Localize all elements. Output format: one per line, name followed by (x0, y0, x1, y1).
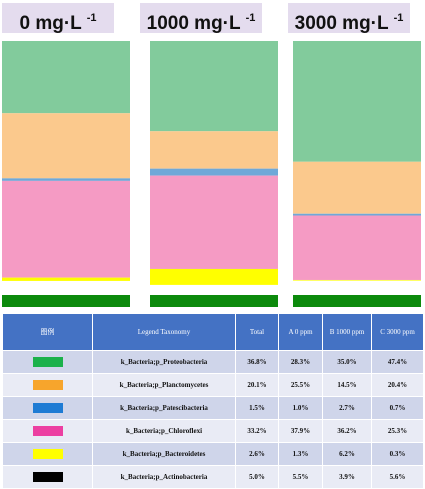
header-total: Total (235, 313, 279, 351)
swatch-cell (2, 419, 93, 443)
a-cell: 28.3% (278, 350, 323, 374)
b-cell: 14.5% (322, 373, 372, 397)
header-b: B 1000 ppm (322, 313, 372, 351)
bar-segment-gap (2, 280, 130, 295)
bar-segment-bacteroidetes (293, 279, 421, 281)
total-cell: 20.1% (235, 373, 279, 397)
bar-segment-planctomycetes (150, 131, 278, 169)
legend-swatch (32, 426, 63, 436)
total-cell: 2.6% (235, 442, 279, 466)
a-cell: 37.9% (278, 419, 323, 443)
a-cell: 1.3% (278, 442, 323, 466)
taxonomy-cell: k_Bacteria;p_Chloroflexi (92, 419, 236, 443)
bar-segment-patescibacteria (293, 213, 421, 216)
bar-segment-chloroflexi (2, 180, 130, 278)
swatch-cell (2, 442, 93, 466)
legend-header-row: 图例 Legend Taxonomy Total A 0 ppm B 1000 … (2, 313, 424, 351)
column-header-0-text: 0 mg·L (19, 13, 82, 34)
legend-swatch (32, 472, 63, 482)
a-cell: 5.5% (278, 465, 323, 489)
bar-segment-gap (150, 284, 278, 295)
total-cell: 5.0% (235, 465, 279, 489)
column-header-1-text: 1000 mg·L (146, 13, 241, 34)
a-cell: 1.0% (278, 396, 323, 420)
bar-segment-proteobacteria (150, 41, 278, 132)
bar-segment-gap (293, 280, 421, 295)
bar-segment-bacteroidetes (150, 268, 278, 285)
c-cell: 0.7% (371, 396, 424, 420)
table-row: k_Bacteria;p_Bacteroidetes 2.6% 1.3% 6.2… (2, 442, 424, 466)
swatch-cell (2, 373, 93, 397)
column-header-0-sup: -1 (86, 12, 97, 24)
total-cell: 1.5% (235, 396, 279, 420)
bar-segment-patescibacteria (2, 178, 130, 181)
b-cell: 2.7% (322, 396, 372, 420)
legend-swatch (32, 449, 63, 459)
table-row: k_Bacteria;p_Actinobacteria 5.0% 5.5% 3.… (2, 465, 424, 489)
stacked-bar-chart (2, 41, 421, 307)
legend-swatch (32, 357, 63, 367)
column-header-2-text: 3000 mg·L (294, 13, 389, 34)
legend-table: 图例 Legend Taxonomy Total A 0 ppm B 1000 … (2, 313, 424, 489)
taxonomy-cell: k_Bacteria;p_Actinobacteria (92, 465, 236, 489)
taxonomy-cell: k_Bacteria;p_Proteobacteria (92, 350, 236, 374)
bar-segment-chloroflexi (293, 215, 421, 280)
bar-segment-actinobacteria (293, 295, 421, 307)
header-legend: 图例 (2, 313, 93, 351)
b-cell: 35.0% (322, 350, 372, 374)
a-cell: 25.5% (278, 373, 323, 397)
column-header-2-sup: -1 (393, 12, 404, 24)
column-header-1: 1000 mg·L -1 (140, 3, 262, 34)
total-cell: 33.2% (235, 419, 279, 443)
c-cell: 47.4% (371, 350, 424, 374)
column-header-2: 3000 mg·L -1 (288, 3, 410, 34)
bar-stack-0 (2, 41, 130, 307)
c-cell: 5.6% (371, 465, 424, 489)
b-cell: 6.2% (322, 442, 372, 466)
bar-segment-actinobacteria (150, 295, 278, 307)
bar-segment-planctomycetes (2, 113, 130, 179)
table-row: k_Bacteria;p_Chloroflexi 33.2% 37.9% 36.… (2, 419, 424, 443)
swatch-cell (2, 350, 93, 374)
bar-segment-planctomycetes (293, 161, 421, 214)
c-cell: 25.3% (371, 419, 424, 443)
bar-segment-actinobacteria (2, 295, 130, 307)
bar-segment-proteobacteria (293, 41, 421, 162)
bar-segment-patescibacteria (150, 168, 278, 176)
swatch-cell (2, 465, 93, 489)
legend-swatch (32, 380, 63, 390)
b-cell: 3.9% (322, 465, 372, 489)
table-row: k_Bacteria;p_Patescibacteria 1.5% 1.0% 2… (2, 396, 424, 420)
header-taxonomy: Legend Taxonomy (92, 313, 236, 351)
taxonomy-cell: k_Bacteria;p_Bacteroidetes (92, 442, 236, 466)
bar-segment-proteobacteria (2, 41, 130, 114)
c-cell: 0.3% (371, 442, 424, 466)
legend-swatch (32, 403, 63, 413)
column-header-0: 0 mg·L -1 (2, 3, 114, 34)
bar-segment-bacteroidetes (2, 277, 130, 281)
c-cell: 20.4% (371, 373, 424, 397)
b-cell: 36.2% (322, 419, 372, 443)
header-a: A 0 ppm (278, 313, 323, 351)
bar-segment-chloroflexi (150, 175, 278, 269)
bar-stack-1 (150, 41, 278, 307)
column-header-1-sup: -1 (245, 12, 256, 24)
swatch-cell (2, 396, 93, 420)
header-c: C 3000 ppm (371, 313, 424, 351)
taxonomy-cell: k_Bacteria;p_Patescibacteria (92, 396, 236, 420)
total-cell: 36.8% (235, 350, 279, 374)
table-row: k_Bacteria;p_Proteobacteria 36.8% 28.3% … (2, 350, 424, 374)
bar-stack-2 (293, 41, 421, 307)
taxonomy-cell: k_Bacteria;p_Planctomycetes (92, 373, 236, 397)
table-row: k_Bacteria;p_Planctomycetes 20.1% 25.5% … (2, 373, 424, 397)
